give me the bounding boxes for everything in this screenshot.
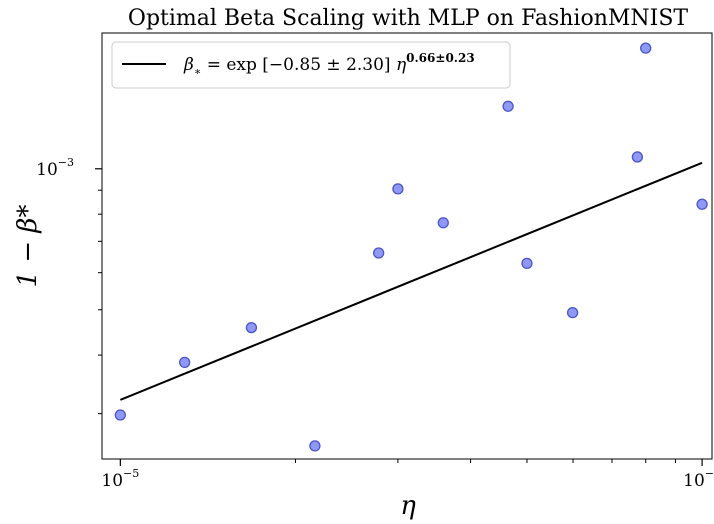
- legend-exponent: 0.66±0.23: [406, 51, 475, 65]
- data-point: [245, 321, 258, 334]
- data-point: [631, 151, 644, 163]
- major-ticks: 10−5 10−4 10−3: [36, 156, 714, 491]
- x-axis-label: η: [400, 491, 416, 521]
- data-point: [179, 356, 191, 369]
- data-point: [373, 247, 385, 259]
- fit-line: [119, 161, 703, 401]
- legend-label: β∗ = exp [−0.85 ± 2.30] η0.66±0.23: [183, 51, 475, 78]
- y-tick-label: 10−3: [36, 156, 74, 180]
- x-tick-label: 10−4: [683, 467, 714, 491]
- data-point: [640, 42, 652, 54]
- data-point: [392, 183, 404, 195]
- data-point: [437, 217, 449, 229]
- data-point: [566, 306, 579, 319]
- legend-formula-mid: = exp [−0.85 ± 2.30]: [201, 55, 396, 75]
- plot-frame: [101, 32, 713, 460]
- data-point: [114, 409, 126, 421]
- data-point: [502, 100, 514, 112]
- points-layer: [114, 42, 708, 452]
- data-point: [521, 257, 533, 270]
- legend-beta-sub: ∗: [194, 65, 201, 78]
- minor-ticks: [98, 189, 676, 463]
- chart-title: Optimal Beta Scaling with MLP on Fashion…: [128, 6, 689, 31]
- data-point: [696, 198, 708, 210]
- legend: β∗ = exp [−0.85 ± 2.30] η0.66±0.23: [111, 41, 511, 89]
- y-axis-label: 1 − β*: [13, 205, 43, 288]
- x-tick-label: 10−5: [101, 467, 139, 491]
- data-point: [309, 440, 321, 452]
- legend-eta: η: [396, 55, 407, 75]
- legend-box: [111, 41, 511, 89]
- fit-layer: [119, 161, 703, 401]
- legend-beta: β: [183, 55, 194, 75]
